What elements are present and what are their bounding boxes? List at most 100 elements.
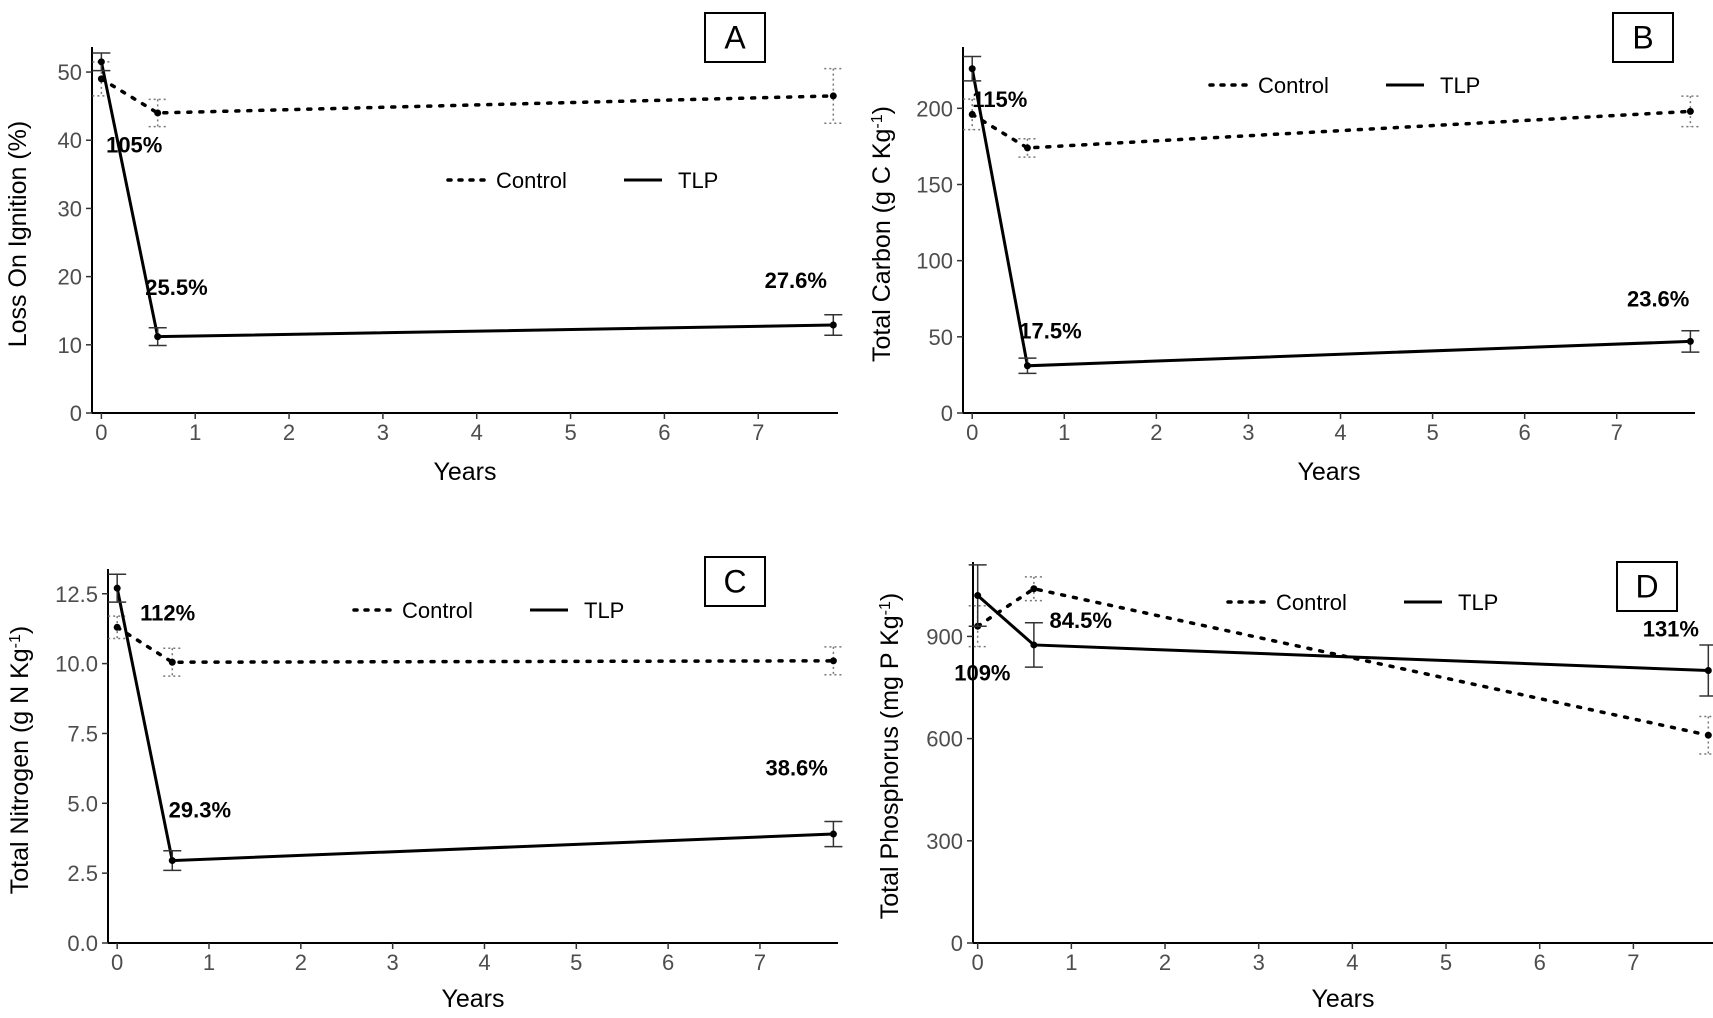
- annotation-label: 23.6%: [1627, 286, 1689, 311]
- legend: Control TLP: [1226, 590, 1498, 615]
- y-tick-label: 20: [58, 265, 82, 290]
- annotation-label: 131%: [1643, 616, 1699, 641]
- y-tick-label: 50: [929, 325, 953, 350]
- x-tick-label: 1: [1058, 420, 1070, 445]
- annotation-label: 25.5%: [145, 275, 207, 300]
- x-tick-label: 1: [203, 950, 215, 975]
- series-tlp: [108, 573, 843, 872]
- data-point: [829, 830, 837, 838]
- data-point: [168, 857, 176, 865]
- legend-label-tlp: TLP: [584, 598, 624, 623]
- x-tick-label: 3: [1242, 420, 1254, 445]
- series-line-control: [115, 625, 836, 664]
- data-point: [1686, 337, 1694, 345]
- data-point: [1686, 107, 1694, 115]
- chart-panel-d: 0 1 2 3 4 5 6 7 0 300 600 900 Years Total Phosphorus …: [876, 561, 1713, 1013]
- y-tick-label: 150: [916, 172, 953, 197]
- annotation-label: 27.6%: [765, 268, 827, 293]
- data-point: [1030, 585, 1038, 593]
- series-tlp: [963, 55, 1700, 375]
- x-tick-label: 3: [377, 420, 389, 445]
- x-tick-label: 0: [111, 950, 123, 975]
- series-control: [92, 61, 843, 128]
- data-point: [829, 657, 837, 665]
- data-point: [1023, 362, 1031, 370]
- y-tick-label: 0.0: [67, 931, 98, 956]
- x-tick-label: 0: [95, 420, 107, 445]
- y-tick-label: 7.5: [67, 721, 98, 746]
- data-point: [829, 92, 837, 100]
- y-tick-label: 50: [58, 60, 82, 85]
- legend: Control TLP: [1208, 73, 1480, 98]
- y-axis-label: Total Phosphorus (mg P Kg-1): [876, 593, 904, 919]
- data-point: [1023, 144, 1031, 152]
- x-tick-label: 5: [1440, 950, 1452, 975]
- x-tick-label: 4: [1334, 420, 1346, 445]
- y-axis-label: Total Nitrogen (g N Kg-1): [6, 626, 34, 895]
- x-tick-label: 4: [1346, 950, 1358, 975]
- x-tick-label: 2: [1150, 420, 1162, 445]
- legend-label-control: Control: [496, 168, 567, 193]
- y-tick-label: 0: [70, 401, 82, 426]
- y-tick-label: 5.0: [67, 791, 98, 816]
- annotation-label: 112%: [140, 600, 195, 625]
- series-line-control: [970, 109, 1693, 150]
- y-tick-label: 900: [926, 624, 963, 649]
- annotation-label: 105%: [106, 133, 162, 158]
- chart-panel-b: 0 1 2 3 4 5 6 7 0 50 100 150 200 Years Total Carbon (g…: [868, 12, 1700, 486]
- x-axis-label: Years: [433, 458, 496, 486]
- x-tick-label: 7: [752, 420, 764, 445]
- x-tick-label: 4: [471, 420, 483, 445]
- x-axis-label: Years: [441, 985, 504, 1013]
- panel-letter-box: [1612, 12, 1674, 63]
- annotation-label: 84.5%: [1050, 608, 1112, 633]
- x-tick-label: 7: [1627, 950, 1639, 975]
- legend-label-tlp: TLP: [1440, 73, 1480, 98]
- data-point: [154, 109, 162, 117]
- x-tick-label: 2: [283, 420, 295, 445]
- y-tick-label: 10: [58, 333, 82, 358]
- annotation-label: 38.6%: [765, 755, 827, 780]
- y-axis-label: Loss On Ignition (%): [4, 121, 32, 348]
- panel-letter: C: [723, 564, 746, 600]
- x-tick-label: 7: [754, 950, 766, 975]
- data-point: [113, 584, 121, 592]
- x-tick-label: 6: [662, 950, 674, 975]
- series-control: [963, 95, 1700, 158]
- x-tick-label: 0: [972, 950, 984, 975]
- panel-letter: D: [1635, 569, 1658, 605]
- x-tick-label: 6: [1534, 950, 1546, 975]
- legend-label-control: Control: [402, 598, 473, 623]
- y-tick-label: 2.5: [67, 861, 98, 886]
- y-tick-label: 300: [926, 829, 963, 854]
- data-point: [113, 623, 121, 631]
- x-tick-label: 5: [570, 950, 582, 975]
- x-tick-label: 7: [1611, 420, 1623, 445]
- chart-panel-c: 0 1 2 3 4 5 6 7 0.0 2.5 5.0 7.5 10.0 12.5 Years Total N…: [6, 556, 843, 1013]
- y-tick-label: 30: [58, 196, 82, 221]
- legend-label-control: Control: [1258, 73, 1329, 98]
- x-tick-label: 1: [189, 420, 201, 445]
- annotation-label: 17.5%: [1019, 318, 1081, 343]
- data-point: [168, 658, 176, 666]
- x-tick-label: 0: [966, 420, 978, 445]
- x-tick-label: 2: [1159, 950, 1171, 975]
- panel-letter-box: [1616, 561, 1678, 612]
- y-tick-label: 100: [916, 249, 953, 274]
- x-tick-label: 5: [564, 420, 576, 445]
- series-tlp: [968, 564, 1713, 697]
- legend-label-tlp: TLP: [678, 168, 718, 193]
- y-tick-label: 12.5: [55, 582, 98, 607]
- panel-letter-box: [704, 12, 766, 63]
- data-point: [1704, 731, 1712, 739]
- series-line-control: [99, 77, 836, 115]
- y-tick-label: 0: [941, 401, 953, 426]
- legend-label-tlp: TLP: [1458, 590, 1498, 615]
- legend: Control TLP: [352, 598, 624, 623]
- series-tlp: [92, 52, 843, 347]
- y-tick-label: 10.0: [55, 652, 98, 677]
- data-point: [829, 321, 837, 329]
- x-tick-label: 6: [658, 420, 670, 445]
- annotation-label: 29.3%: [169, 797, 231, 822]
- x-axis-label: Years: [1311, 985, 1374, 1013]
